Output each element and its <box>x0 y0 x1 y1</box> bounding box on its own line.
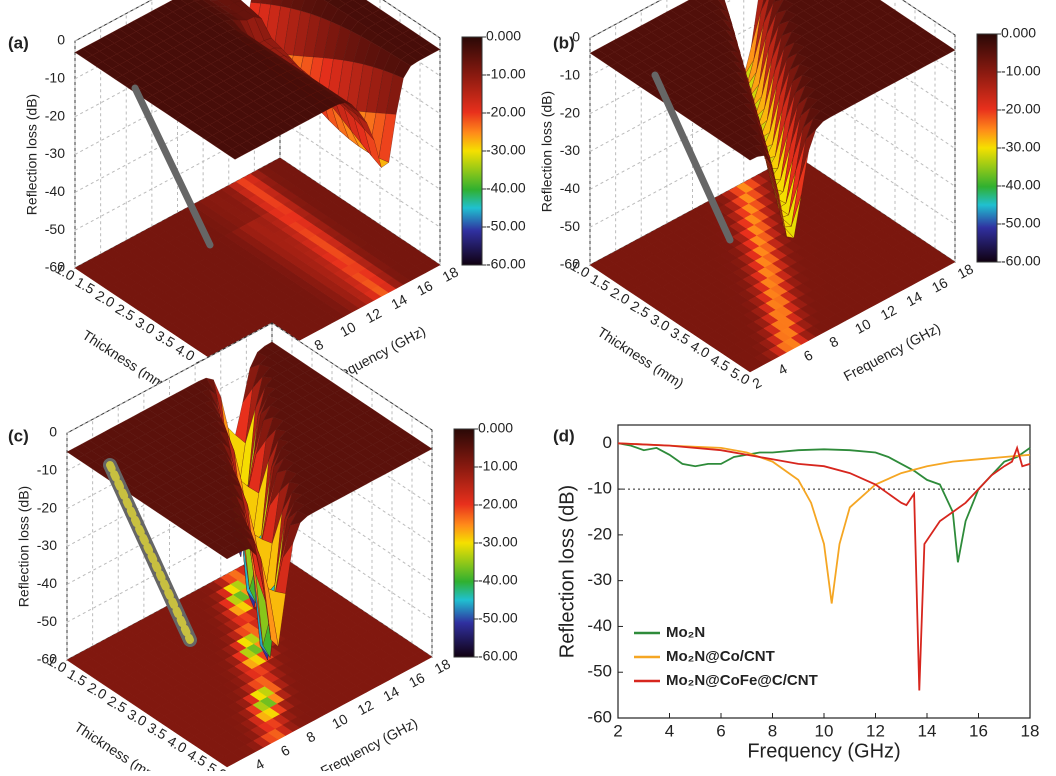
legend-label: Mo₂N@Co/CNT <box>666 648 775 665</box>
z-tick-label: -30 <box>45 145 65 161</box>
colorbar <box>462 37 482 265</box>
panel: (b)0-10-20-30-40-50-60246810121416181.01… <box>539 0 1041 392</box>
legend-label: Mo₂N@CoFe@C/CNT <box>666 672 818 689</box>
y-tick-label: 16 <box>406 669 427 691</box>
panel-label: (d) <box>553 426 575 445</box>
y-tick-label: -40 <box>587 616 612 635</box>
y-tick-label: -30 <box>587 570 612 589</box>
colorbar-tick-label: -10.00 <box>478 458 518 474</box>
y-tick-label: 10 <box>329 710 350 732</box>
colorbar-tick-label: 0.000 <box>1001 25 1036 41</box>
colorbar-tick-label: -60.00 <box>486 256 526 272</box>
z-tick-label: -20 <box>37 499 57 515</box>
colorbar-tick-label: -10.00 <box>1001 63 1041 79</box>
series-line <box>618 443 1030 603</box>
z-tick-label: -50 <box>37 613 57 629</box>
z-axis-label: Reflection loss (dB) <box>16 486 32 607</box>
colorbar-tick-label: -10.00 <box>486 66 526 82</box>
z-tick-label: -40 <box>560 180 580 196</box>
y-tick-label: 4 <box>775 360 790 378</box>
y-tick-label: 14 <box>388 291 409 313</box>
z-axis-label: Reflection loss (dB) <box>539 91 555 212</box>
colorbar-tick-label: -20.00 <box>1001 101 1041 117</box>
z-tick-label: 0 <box>49 424 57 440</box>
y-tick-label: 6 <box>801 347 816 365</box>
z-tick-label: -40 <box>37 575 57 591</box>
y-tick-label: 18 <box>440 263 461 285</box>
z-axis-label: Reflection loss (dB) <box>24 94 40 215</box>
z-tick-label: -50 <box>45 221 65 237</box>
x-tick-label: 4 <box>665 721 674 740</box>
y-tick-label: 12 <box>878 302 899 324</box>
y-tick-label: 14 <box>903 288 924 310</box>
y-tick-label: 4 <box>252 755 267 771</box>
y-tick-label: -60 <box>587 707 612 726</box>
x-tick-label: 8 <box>768 721 777 740</box>
z-tick-label: -20 <box>45 107 65 123</box>
colorbar-tick-label: 0.000 <box>486 28 521 44</box>
y-axis-label: Reflection loss (dB) <box>556 485 578 658</box>
z-tick-label: -50 <box>560 218 580 234</box>
colorbar-tick-label: -30.00 <box>478 534 518 550</box>
z-tick-label: -20 <box>560 104 580 120</box>
y-tick-label: 14 <box>380 683 401 705</box>
colorbar-tick-label: -40.00 <box>1001 177 1041 193</box>
z-tick-label: -30 <box>37 537 57 553</box>
panel: (c)0-10-20-30-40-50-60246810121416181.01… <box>8 323 518 771</box>
x-tick-label: 10 <box>815 721 834 740</box>
panel: (d) 2 4 6 8 10 12 14 16 18 0 -10 -20 -30 -40 -50 -60 Mo₂N… <box>553 425 1039 762</box>
colorbar-tick-label: -20.00 <box>478 496 518 512</box>
y-tick-label: -20 <box>587 524 612 543</box>
colorbar <box>977 34 997 262</box>
x-tick-label: 2 <box>613 721 622 740</box>
z-tick-label: -40 <box>45 183 65 199</box>
colorbar-tick-label: -50.00 <box>1001 215 1041 231</box>
panel-label: (a) <box>8 33 29 52</box>
x-tick-label: 12 <box>866 721 885 740</box>
y-tick-label: 18 <box>955 260 976 282</box>
colorbar-tick-label: -50.00 <box>486 218 526 234</box>
colorbar <box>454 429 474 657</box>
y-tick-label: 16 <box>929 274 950 296</box>
z-tick-label: 0 <box>572 29 580 45</box>
colorbar-tick-label: -50.00 <box>478 610 518 626</box>
z-tick-label: -10 <box>45 70 65 86</box>
z-tick-label: -10 <box>37 462 57 478</box>
colorbar-tick-label: -40.00 <box>478 572 518 588</box>
x-tick-label: 14 <box>918 721 937 740</box>
colorbar-tick-label: -30.00 <box>1001 139 1041 155</box>
y-tick-label: 12 <box>355 697 376 719</box>
z-tick-label: -30 <box>560 142 580 158</box>
colorbar-tick-label: -40.00 <box>486 180 526 196</box>
y-tick-label: 10 <box>852 315 873 337</box>
y-tick-label: 16 <box>414 277 435 299</box>
colorbar-tick-label: -20.00 <box>486 104 526 120</box>
y-tick-label: 0 <box>603 433 612 452</box>
x-tick-label: 6 <box>716 721 725 740</box>
legend-label: Mo₂N <box>666 624 705 641</box>
y-tick-label: -10 <box>587 479 612 498</box>
y-tick-label: 6 <box>278 742 293 760</box>
y-tick-label: 8 <box>304 728 319 746</box>
y-tick-label: 12 <box>363 305 384 327</box>
y-tick-label: -50 <box>587 662 612 681</box>
y-tick-label: 2 <box>750 374 765 392</box>
colorbar-tick-label: -30.00 <box>486 142 526 158</box>
colorbar-tick-label: 0.000 <box>478 420 513 436</box>
x-axis-label: Frequency (GHz) <box>747 740 900 762</box>
y-tick-label: 18 <box>432 655 453 677</box>
y-tick-label: 10 <box>337 318 358 340</box>
x-tick-label: 16 <box>969 721 988 740</box>
z-tick-label: -10 <box>560 67 580 83</box>
x-tick-label: 18 <box>1021 721 1040 740</box>
colorbar-tick-label: -60.00 <box>1001 253 1041 269</box>
colorbar-tick-label: -60.00 <box>478 648 518 664</box>
panel-label: (c) <box>8 426 29 445</box>
y-tick-label: 8 <box>827 333 842 351</box>
z-tick-label: 0 <box>57 32 65 48</box>
